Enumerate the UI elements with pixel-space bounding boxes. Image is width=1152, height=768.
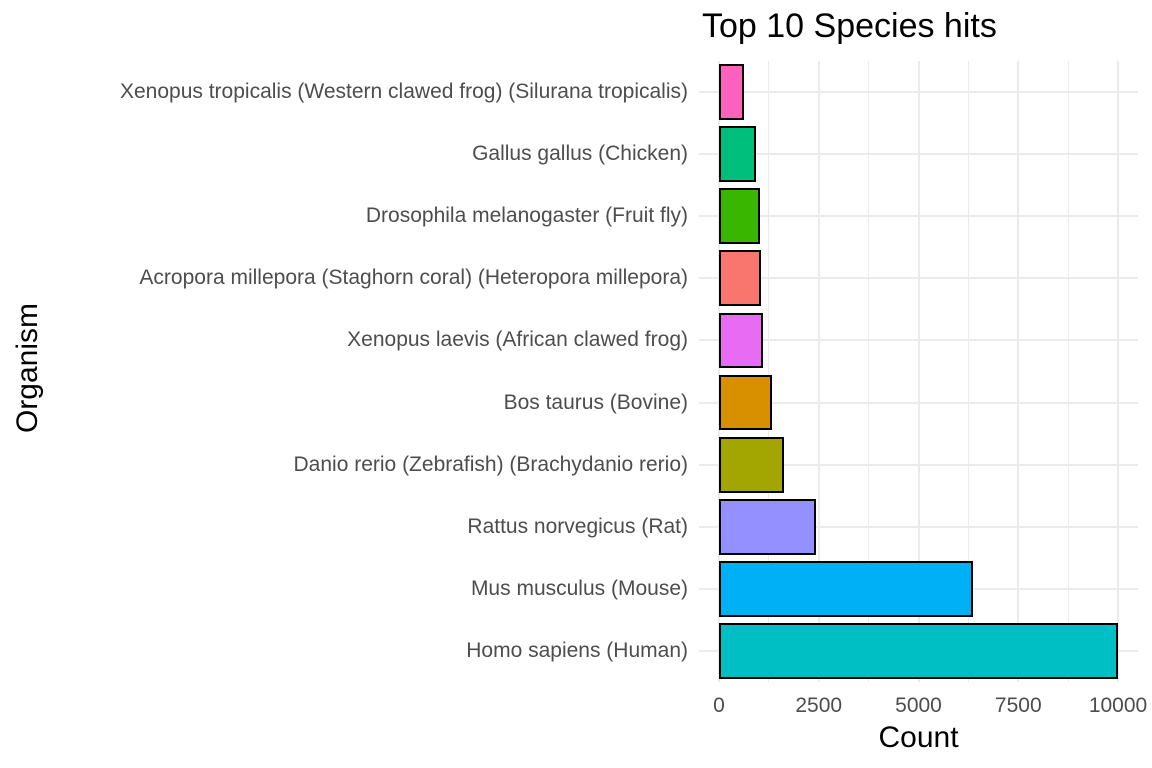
x-axis-tick-label: 10000: [1088, 694, 1148, 717]
gridline-major-horizontal: [699, 277, 1138, 280]
bar: [718, 64, 745, 120]
gridline-major-vertical: [817, 61, 820, 682]
plot-panel: [699, 61, 1138, 682]
gridline-major-horizontal: [699, 339, 1138, 342]
bar: [718, 623, 1119, 679]
y-axis-label: Xenopus tropicalis (Western clawed frog)…: [119, 80, 688, 104]
gridline-major-horizontal: [699, 525, 1138, 528]
bar: [718, 126, 757, 183]
bar: [718, 436, 785, 493]
bar: [718, 560, 974, 617]
gridline-major-vertical: [1017, 61, 1020, 682]
y-axis-title: Organism: [11, 302, 44, 434]
gridline-major-horizontal: [699, 215, 1138, 218]
y-axis-label: Danio rerio (Zebrafish) (Brachydanio rer…: [293, 452, 688, 476]
bar: [718, 188, 760, 245]
y-axis-label: Homo sapiens (Human): [466, 638, 688, 662]
y-axis-label: Acropora millepora (Staghorn coral) (Het…: [139, 266, 688, 290]
y-axis-label: Gallus gallus (Chicken): [472, 142, 688, 166]
bar: [718, 498, 817, 555]
x-axis-title: Count: [878, 721, 959, 754]
gridline-major-horizontal: [699, 401, 1138, 404]
y-axis-label: Mus musculus (Mouse): [470, 576, 688, 600]
gridline-minor-vertical: [967, 61, 969, 682]
gridline-major-vertical: [1117, 61, 1120, 682]
gridline-major-vertical: [917, 61, 920, 682]
chart-title: Top 10 Species hits: [702, 7, 997, 45]
x-axis-tick-label: 7500: [994, 694, 1042, 717]
gridline-major-vertical: [717, 61, 720, 682]
y-axis-label: Drosophila melanogaster (Fruit fly): [365, 204, 688, 228]
bar: [718, 250, 762, 307]
x-axis-tick-label: 2500: [795, 694, 843, 717]
x-axis-tick-label: 5000: [895, 694, 942, 717]
x-axis-tick-label: 0: [713, 694, 725, 717]
gridline-minor-vertical: [1067, 61, 1069, 682]
gridline-major-horizontal: [699, 463, 1138, 466]
y-axis-label: Xenopus laevis (African clawed frog): [347, 328, 688, 352]
y-axis-label: Bos taurus (Bovine): [503, 390, 688, 414]
gridline-major-horizontal: [699, 153, 1138, 156]
y-axis-label: Rattus norvegicus (Rat): [467, 514, 688, 538]
bar: [718, 312, 763, 369]
gridline-major-horizontal: [699, 91, 1138, 94]
gridline-minor-vertical: [868, 61, 870, 682]
bar: [718, 374, 773, 431]
gridline-minor-vertical: [768, 61, 770, 682]
